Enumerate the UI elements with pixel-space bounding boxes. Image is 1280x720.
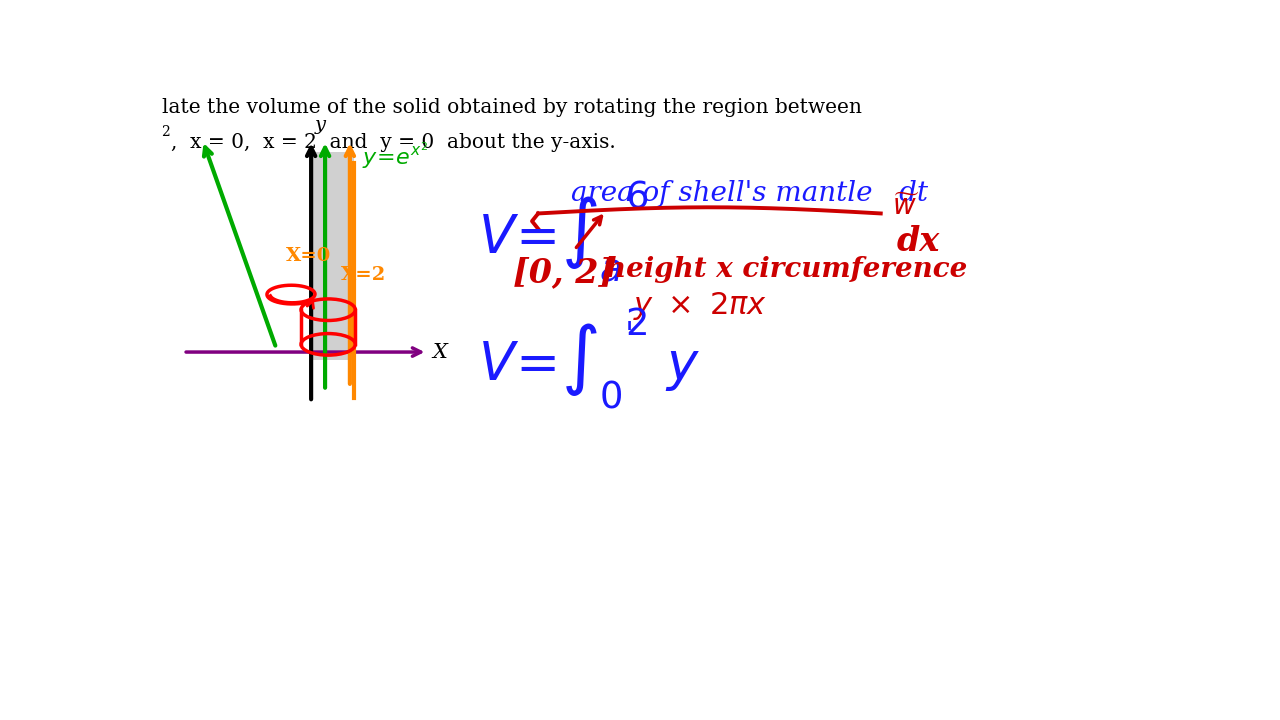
- Text: $y\!=\!e^{x^2}$: $y\!=\!e^{x^2}$: [361, 140, 428, 171]
- Text: X: X: [433, 343, 448, 361]
- Text: y: y: [315, 116, 326, 134]
- Text: $V\!=\!\int_0^{\ \,2}\ y$: $V\!=\!\int_0^{\ \,2}\ y$: [477, 306, 700, 411]
- Text: [0, 2]: [0, 2]: [512, 256, 614, 289]
- Text: ': ': [625, 321, 634, 354]
- Text: area of shell's mantle   dt: area of shell's mantle dt: [571, 180, 928, 207]
- Text: $y\ \times\ 2\pi x$: $y\ \times\ 2\pi x$: [632, 290, 767, 323]
- Text: $\widetilde{w}$: $\widetilde{w}$: [892, 194, 920, 221]
- Text: $V\!=\!\int_a^{\ \,6}$: $V\!=\!\int_a^{\ \,6}$: [477, 179, 649, 284]
- Text: dx: dx: [896, 225, 940, 258]
- Text: late the volume of the solid obtained by rotating the region between: late the volume of the solid obtained by…: [161, 98, 861, 117]
- Text: ,  x = 0,  x = 2  and  y = 0  about the y-axis.: , x = 0, x = 2 and y = 0 about the y-axi…: [170, 132, 616, 152]
- Bar: [311, 152, 353, 360]
- Text: X=0: X=0: [287, 247, 332, 265]
- Text: X=2: X=2: [340, 266, 385, 284]
- Text: height x circumference: height x circumference: [605, 256, 966, 283]
- Text: 2: 2: [161, 125, 170, 139]
